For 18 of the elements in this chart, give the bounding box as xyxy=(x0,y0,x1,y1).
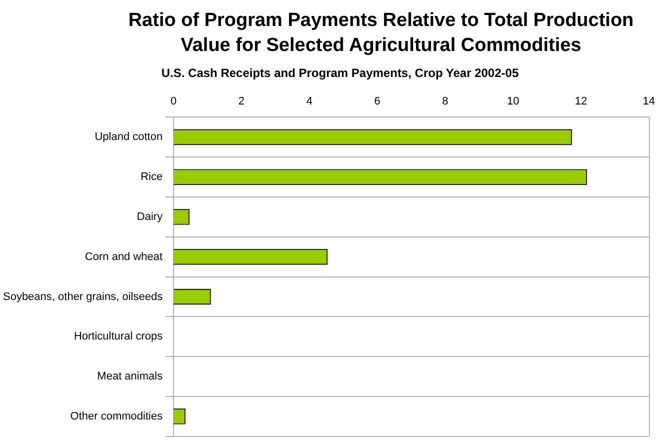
y-tick-label: Other commodities xyxy=(70,410,164,422)
y-tick-label: Rice xyxy=(140,171,163,184)
x-tick-label: 2 xyxy=(238,96,245,108)
x-tick-label: 14 xyxy=(642,96,656,108)
y-tick-label: Dairy xyxy=(136,210,164,223)
x-tick-label: 10 xyxy=(506,96,520,108)
y-tick-label: Horticultural crops xyxy=(74,330,164,343)
chart-title: Ratio of Program Payments Relative to Total Production Value for Selected Agricultural Commodities xyxy=(127,9,635,58)
x-tick-label: 4 xyxy=(306,96,312,108)
chart-subtitle: U.S. Cash Receipts and Program Payments, Crop Year 2002-05 xyxy=(160,66,520,80)
y-tick-label: Upland cotton xyxy=(94,131,163,144)
x-tick-label: 8 xyxy=(442,96,448,108)
x-tick-label: 0 xyxy=(170,96,177,108)
y-tick-label: Meat animals xyxy=(97,370,164,383)
y-tick-label: Corn and wheat xyxy=(84,250,163,263)
x-tick-label: 6 xyxy=(374,96,380,108)
x-tick-label: 12 xyxy=(574,96,588,108)
y-tick-label: Soybeans, other grains, oilseeds xyxy=(2,290,164,303)
